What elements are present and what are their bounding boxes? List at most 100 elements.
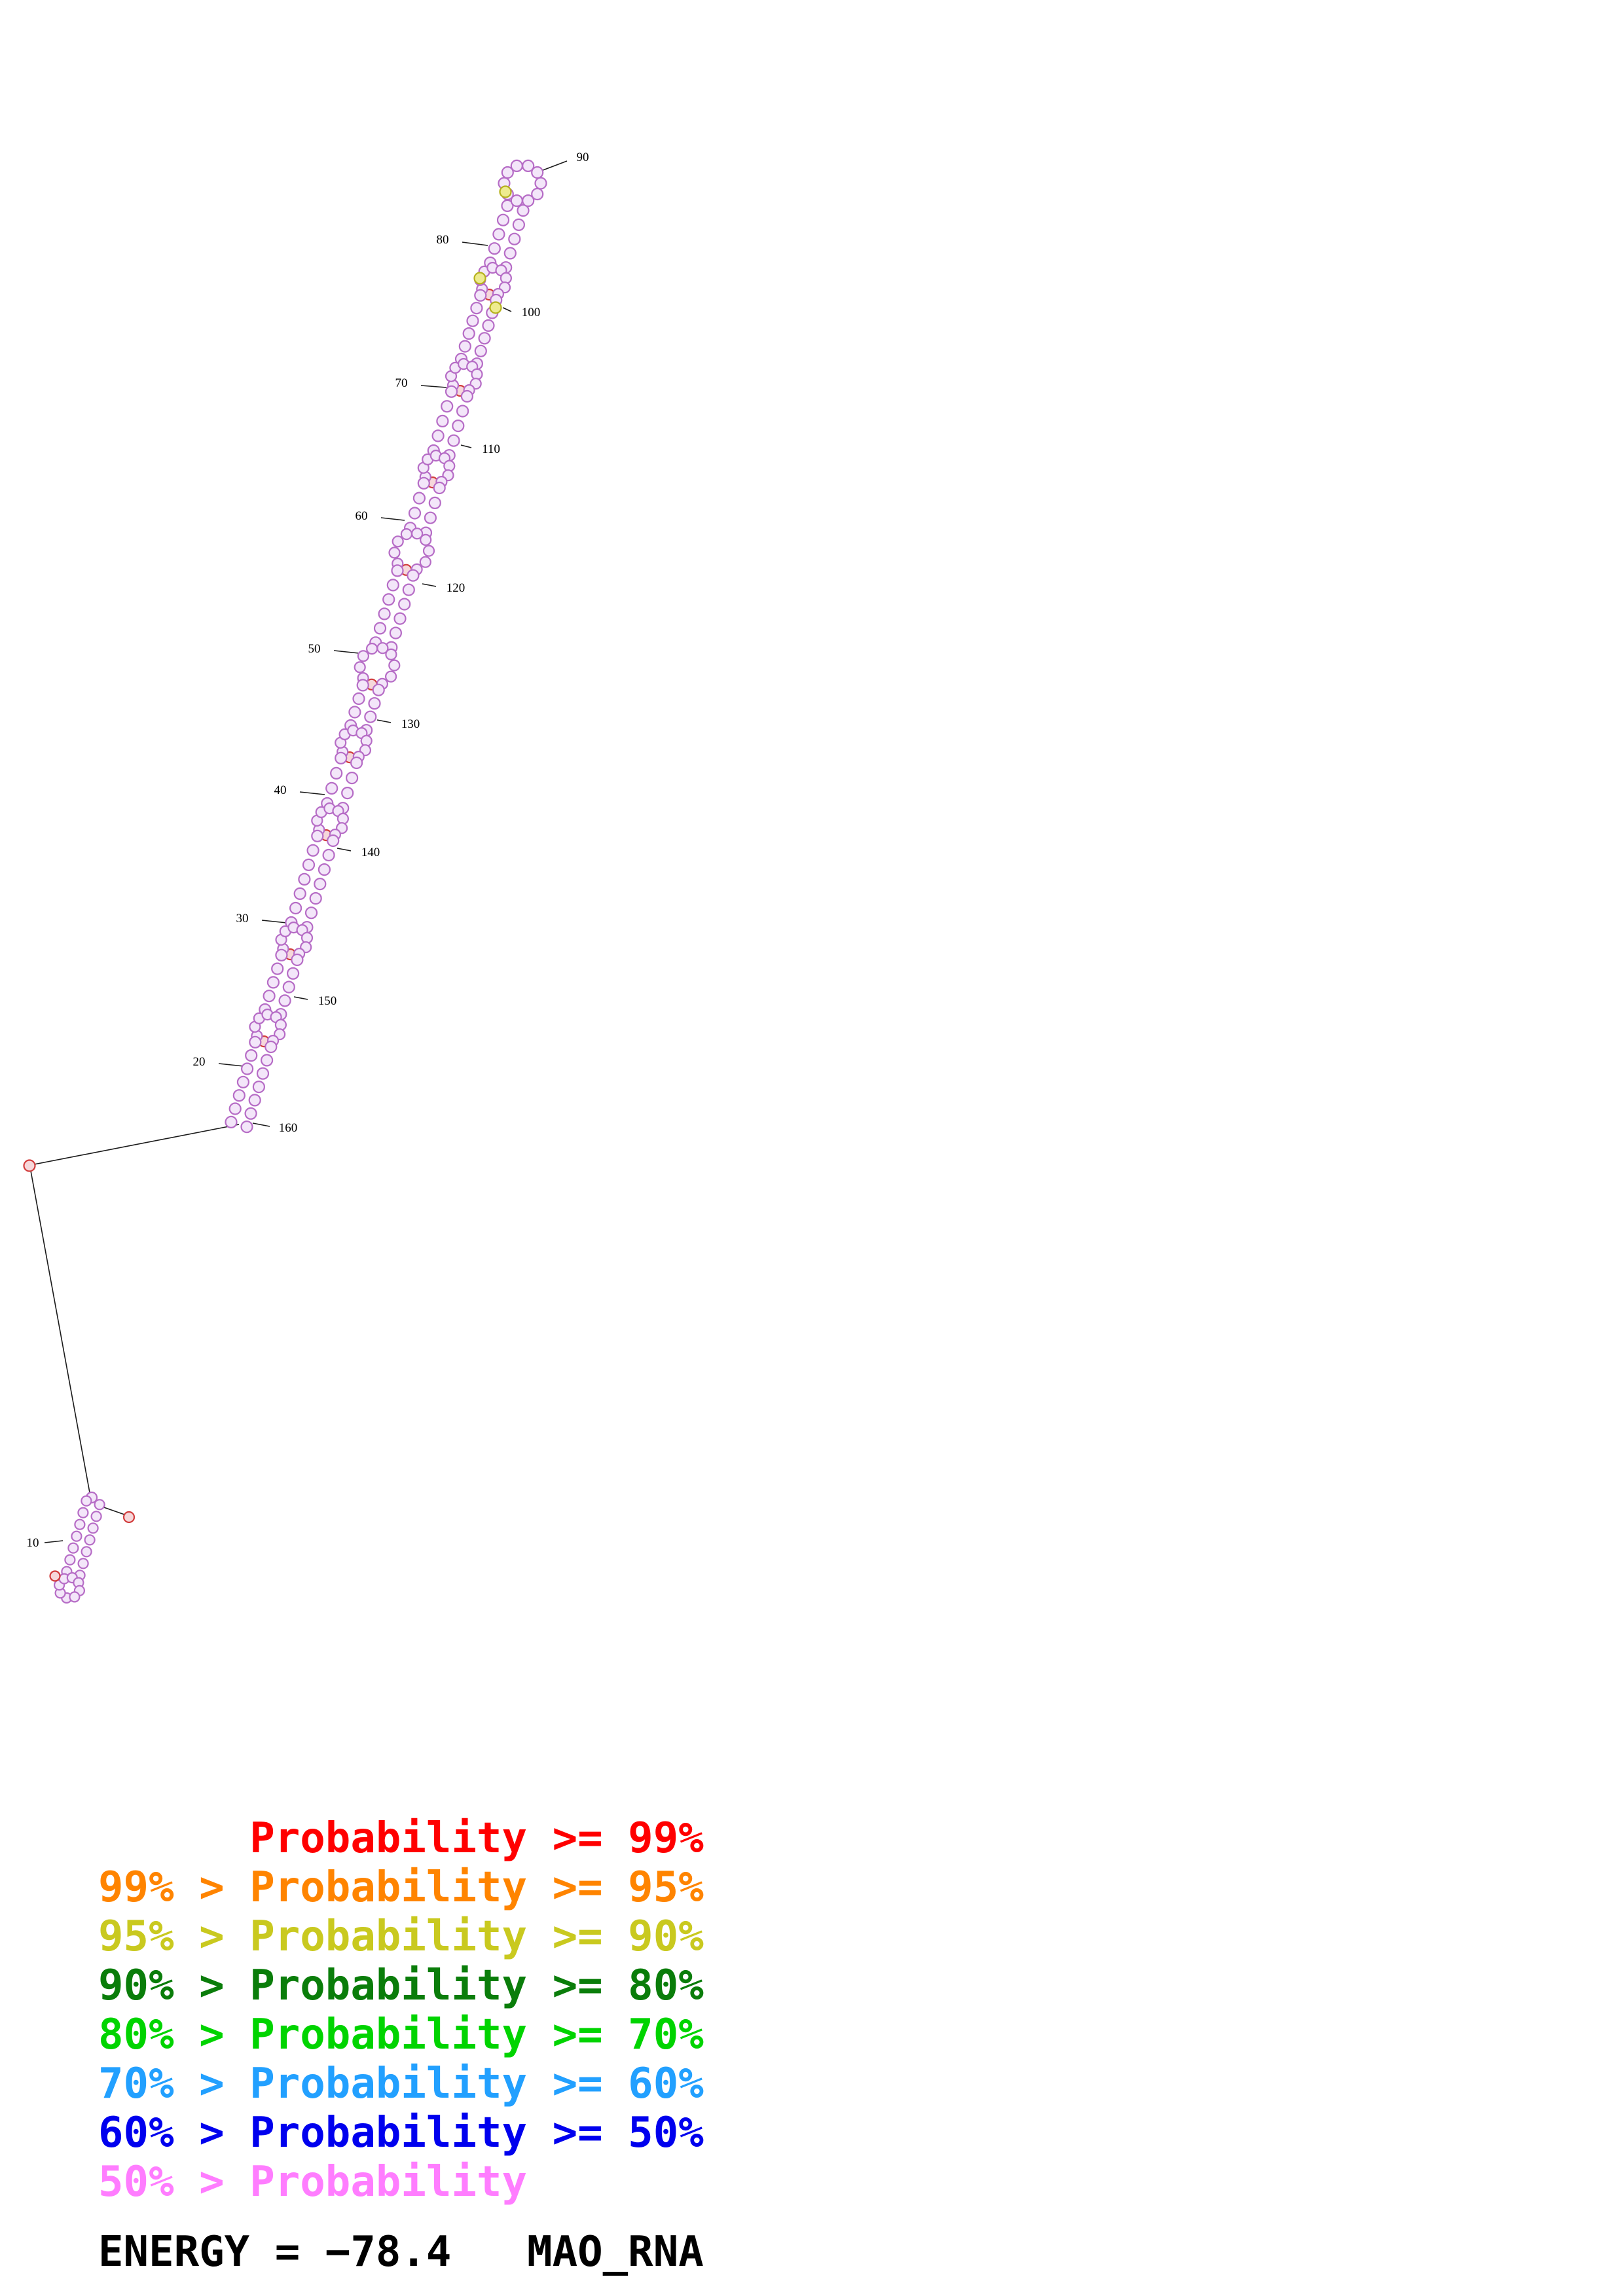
base-dot <box>531 187 544 201</box>
base-dot <box>534 177 547 190</box>
base-dot <box>412 492 426 505</box>
position-label-20: 20 <box>192 1055 206 1069</box>
base-dot <box>354 661 366 673</box>
base-dot <box>311 829 324 842</box>
base-dot <box>287 967 300 980</box>
backbone-line <box>333 650 359 654</box>
base-dot <box>508 232 521 245</box>
base-dot <box>420 533 432 547</box>
legend-row-p95: 99% > Probability >= 95% <box>98 1863 704 1912</box>
base-dot <box>458 340 471 353</box>
position-label-40: 40 <box>274 783 287 797</box>
base-dot <box>87 1522 99 1534</box>
base-dot <box>318 863 331 876</box>
base-dot <box>77 1507 89 1518</box>
base-dot <box>241 1062 254 1075</box>
base-dot <box>496 213 510 226</box>
base-dot <box>69 1591 81 1603</box>
base-dot <box>228 1102 242 1115</box>
backbone-line <box>460 444 472 448</box>
base-dot <box>352 692 365 706</box>
base-dot <box>256 1067 270 1080</box>
base-dot <box>482 319 495 332</box>
backbone-line <box>30 1170 91 1497</box>
base-dot <box>422 545 435 557</box>
base-dot <box>503 247 517 260</box>
base-dot <box>431 429 445 442</box>
base-dot <box>330 766 343 780</box>
base-dot <box>298 872 311 886</box>
base-dot <box>441 400 454 413</box>
backbone-line <box>380 517 405 521</box>
base-dot <box>447 434 460 447</box>
base-dot <box>293 887 306 901</box>
position-label-30: 30 <box>236 912 249 925</box>
base-dot <box>348 706 361 719</box>
backbone-line <box>293 996 308 1000</box>
base-dot <box>314 877 327 891</box>
base-dot <box>372 683 385 696</box>
position-label-120: 120 <box>446 581 465 595</box>
base-dot <box>466 314 479 327</box>
base-dot <box>81 1546 92 1558</box>
base-dot <box>398 598 411 611</box>
position-label-150: 150 <box>318 994 337 1008</box>
base-dot <box>244 1107 257 1120</box>
base-dot <box>489 301 502 314</box>
base-dot <box>225 1115 238 1129</box>
base-dot <box>392 535 404 548</box>
base-dot <box>275 948 288 961</box>
position-label-140: 140 <box>361 846 380 859</box>
legend-row-p99: Probability >= 99% <box>98 1814 704 1863</box>
backbone-line <box>299 791 325 795</box>
position-label-160: 160 <box>278 1121 298 1135</box>
base-dot <box>232 1089 246 1102</box>
backbone-line <box>422 583 437 587</box>
backbone-line <box>33 1124 240 1165</box>
position-label-60: 60 <box>355 509 368 523</box>
base-dot <box>386 579 399 592</box>
base-dot <box>23 1159 36 1172</box>
base-dot <box>407 569 420 582</box>
base-dot <box>306 844 319 857</box>
base-dot <box>474 344 487 357</box>
legend-row-p80: 90% > Probability >= 80% <box>98 1962 704 2010</box>
backbone-line <box>252 1122 270 1127</box>
base-dot <box>510 194 523 207</box>
base-dot <box>488 242 501 255</box>
base-dot <box>517 204 530 217</box>
base-dot <box>424 511 437 524</box>
base-dot <box>309 891 322 905</box>
base-dot <box>368 697 381 710</box>
base-dot <box>510 159 523 172</box>
base-dot <box>388 659 401 672</box>
base-dot <box>357 650 370 662</box>
base-dot <box>385 648 397 661</box>
base-dot <box>419 556 431 568</box>
base-dot <box>531 166 544 179</box>
base-dot <box>261 1054 274 1067</box>
base-dot <box>378 607 391 620</box>
base-dot <box>522 159 535 172</box>
position-label-100: 100 <box>521 306 541 319</box>
base-dot <box>373 622 387 635</box>
backbone-line <box>502 307 512 312</box>
base-dot <box>77 1558 89 1570</box>
legend-row-p60: 70% > Probability >= 60% <box>98 2060 704 2108</box>
legend-row-p50: 60% > Probability >= 50% <box>98 2109 704 2157</box>
backbone-line <box>462 242 488 246</box>
position-label-50: 50 <box>308 642 321 656</box>
base-dot <box>445 385 458 398</box>
base-dot <box>384 670 397 683</box>
backbone-line <box>420 385 447 388</box>
backbone-line <box>261 920 287 924</box>
base-dot <box>512 218 526 231</box>
base-dot <box>522 194 535 207</box>
base-dot <box>456 404 469 418</box>
base-dot <box>249 1035 262 1049</box>
base-dot <box>84 1534 96 1546</box>
base-dot <box>304 906 318 920</box>
base-dot <box>335 751 348 764</box>
position-label-110: 110 <box>482 442 500 456</box>
